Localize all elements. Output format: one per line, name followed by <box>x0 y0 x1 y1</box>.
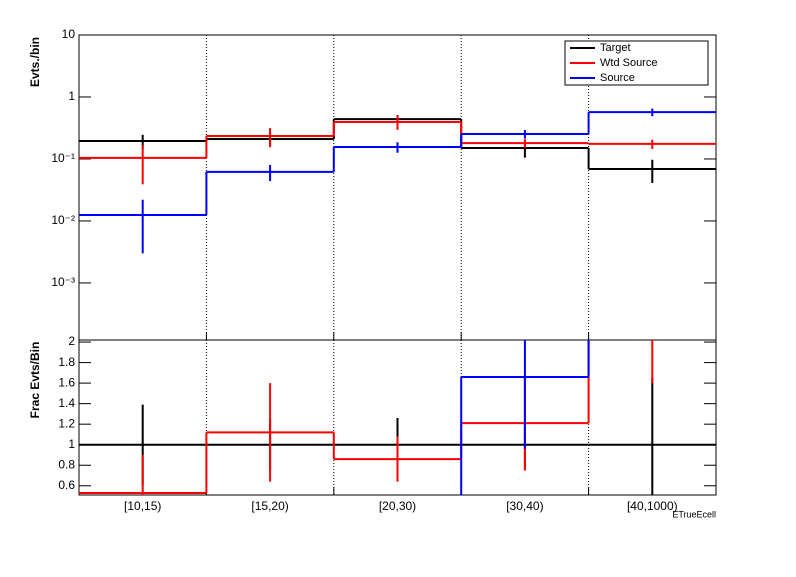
x-axis-title: ETrueEcell <box>672 509 716 519</box>
y-tick-label: 10⁻³ <box>51 275 75 289</box>
x-tick-label: [40,1000) <box>627 499 678 513</box>
y-tick-label: 0.8 <box>58 457 75 471</box>
y-tick-label: 10⁻² <box>51 213 75 227</box>
y-tick-label: 1.6 <box>58 375 75 389</box>
y-axis-title: Evts./bin <box>28 37 42 87</box>
x-tick-label: [20,30) <box>379 499 416 513</box>
legend-label: Wtd Source <box>600 57 657 69</box>
y-tick-label: 10⁻¹ <box>51 151 75 165</box>
legend-label: Target <box>600 42 631 54</box>
x-tick-label: [10,15) <box>124 499 161 513</box>
y-tick-label: 1.2 <box>58 416 75 430</box>
series-group <box>79 108 716 254</box>
plot-frame <box>78 339 717 496</box>
y-axis-title: Frac Evts/Bin <box>28 342 42 419</box>
legend-label: Source <box>600 72 635 84</box>
x-tick-label: [30,40) <box>506 499 543 513</box>
y-tick-label: 10 <box>62 27 76 41</box>
y-tick-label: 1 <box>68 89 75 103</box>
y-tick-label: 0.6 <box>58 478 75 492</box>
x-tick-label: [15,20) <box>251 499 288 513</box>
y-tick-label: 2 <box>68 334 75 348</box>
y-tick-label: 1.8 <box>58 355 75 369</box>
y-tick-label: 1 <box>68 437 75 451</box>
y-tick-label: 1.4 <box>58 396 75 410</box>
series-group <box>79 340 716 495</box>
